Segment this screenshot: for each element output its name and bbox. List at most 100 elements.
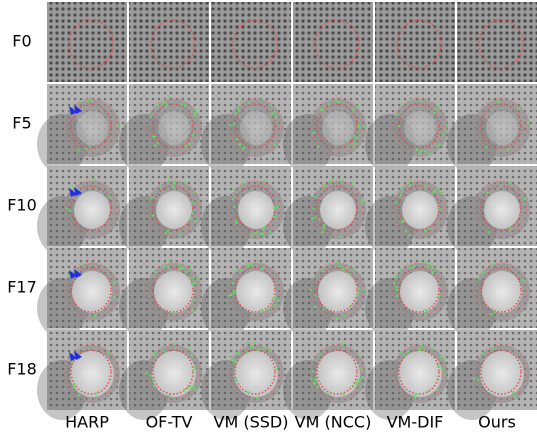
tracking-point <box>524 198 526 200</box>
tracking-point <box>193 282 195 284</box>
blood-pool <box>322 111 354 145</box>
tracking-point <box>197 278 199 280</box>
tracking-point <box>145 372 147 374</box>
tracking-point <box>360 368 362 370</box>
blood-pool <box>318 271 358 313</box>
tracking-point <box>353 147 355 149</box>
tracking-point <box>314 306 316 308</box>
column-label: Ours <box>478 413 516 432</box>
row-label: F10 <box>7 196 37 215</box>
tracking-point <box>352 109 354 111</box>
tracking-point <box>87 99 89 101</box>
tracking-point <box>431 347 433 349</box>
tracking-point <box>435 145 437 147</box>
image-tile <box>365 84 455 174</box>
tracking-point <box>353 135 355 137</box>
tracking-point <box>424 314 426 316</box>
tracking-point <box>428 152 430 154</box>
tracking-point <box>178 263 180 265</box>
tracking-point <box>179 233 181 235</box>
tracking-point <box>152 214 154 216</box>
tracking-point <box>188 277 190 279</box>
image-tile <box>37 84 127 174</box>
tracking-point <box>257 348 259 350</box>
tracking-point <box>270 350 272 352</box>
tracking-point <box>150 115 152 117</box>
tracking-point <box>168 267 170 269</box>
tracking-point <box>338 236 340 238</box>
tracking-point <box>260 232 262 234</box>
tracking-point <box>195 220 197 222</box>
tracking-point <box>82 262 84 264</box>
tracking-point <box>493 311 495 313</box>
tracking-point <box>522 279 524 281</box>
tracking-point <box>274 143 276 145</box>
tracking-point <box>427 266 429 268</box>
tracking-point <box>338 265 340 267</box>
tracking-point <box>68 274 70 276</box>
tracking-point <box>420 100 422 102</box>
tracking-point <box>188 348 190 350</box>
tracking-point <box>312 370 314 372</box>
tracking-point <box>311 218 313 220</box>
tracking-point <box>153 136 155 138</box>
row-label: F0 <box>12 32 31 51</box>
tracking-point <box>187 387 189 389</box>
tracking-point <box>184 181 186 183</box>
tracking-point <box>191 201 193 203</box>
blood-pool <box>72 271 112 313</box>
tracking-point <box>418 152 420 154</box>
tracking-point <box>343 393 345 395</box>
column-label: VM (NCC) <box>295 413 372 432</box>
tracking-point <box>93 178 95 180</box>
tracking-point <box>154 351 156 353</box>
blood-pool <box>76 111 108 145</box>
blood-pool <box>74 191 110 229</box>
tracking-point <box>356 136 358 138</box>
tracking-point <box>172 343 174 345</box>
blood-pool <box>156 191 192 229</box>
tracking-point <box>432 266 434 268</box>
tracking-point <box>261 267 263 269</box>
tracking-point <box>235 112 237 114</box>
tracking-point <box>435 108 437 110</box>
tracking-point <box>492 347 494 349</box>
tracking-point <box>319 354 321 356</box>
tracking-point <box>174 180 176 182</box>
tracking-point <box>481 352 483 354</box>
tracking-point <box>233 206 235 208</box>
tracking-point <box>113 282 115 284</box>
tracking-point <box>251 263 253 265</box>
tracking-point <box>309 289 311 291</box>
tracking-point <box>393 282 395 284</box>
tracking-point <box>91 99 93 101</box>
tracking-point <box>193 192 195 194</box>
tracking-point <box>272 298 274 300</box>
tracking-point <box>353 269 355 271</box>
blood-pool <box>236 271 276 313</box>
tracking-point <box>424 309 426 311</box>
tracking-point <box>482 272 484 274</box>
tracking-point <box>322 308 324 310</box>
tracking-point <box>443 358 445 360</box>
tracking-point <box>185 271 187 273</box>
tracking-point <box>235 219 237 221</box>
tracking-point <box>313 195 315 197</box>
image-tile <box>201 248 291 338</box>
image-tile <box>283 84 373 174</box>
tracking-point <box>191 354 193 356</box>
tracking-point <box>252 345 254 347</box>
tracking-point <box>512 391 514 393</box>
blood-pool <box>482 271 522 313</box>
tracking-point <box>253 341 255 343</box>
tracking-point <box>420 259 422 261</box>
tracking-point <box>363 125 365 127</box>
tracking-point <box>399 268 401 270</box>
tracking-point <box>192 212 194 214</box>
tracking-point <box>94 315 96 317</box>
blood-pool <box>400 271 440 313</box>
tracking-point <box>270 104 272 106</box>
tracking-point <box>78 149 80 151</box>
tracking-point <box>268 348 270 350</box>
blood-pool <box>402 191 438 229</box>
